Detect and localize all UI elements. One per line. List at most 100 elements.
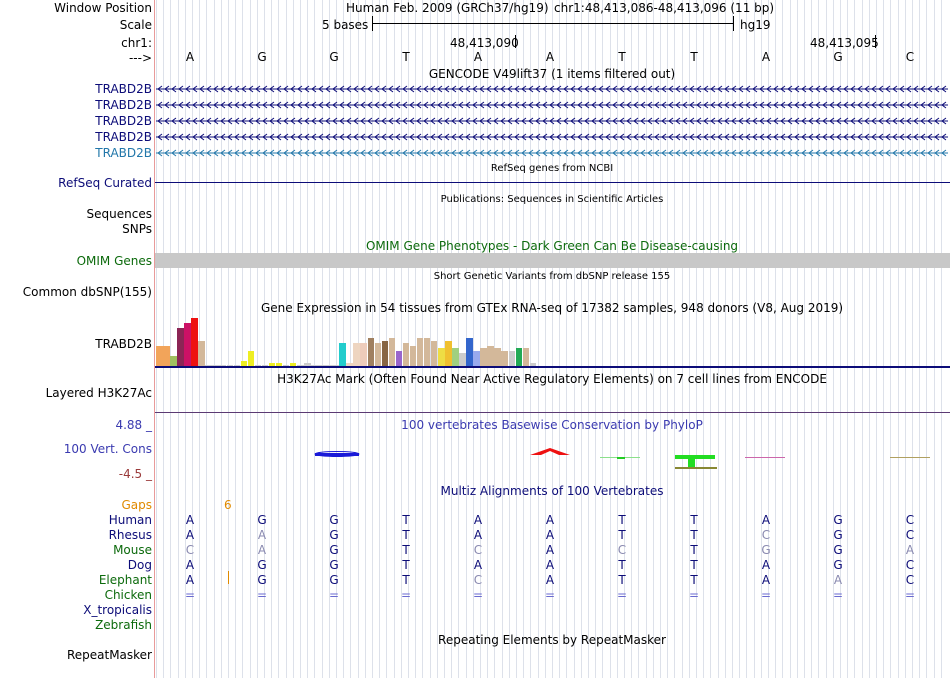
refseq-label[interactable]: RefSeq Curated <box>58 176 152 190</box>
dbsnp-label[interactable]: Common dbSNP(155) <box>22 285 152 299</box>
gencode-gene-label[interactable]: TRABD2B <box>95 130 152 144</box>
omim-track-title[interactable]: OMIM Gene Phenotypes - Dark Green Can Be… <box>365 239 739 253</box>
gaps-label[interactable]: Gaps <box>121 498 152 512</box>
species-label[interactable]: Elephant <box>98 573 152 587</box>
gencode-track-title[interactable]: GENCODE V49lift37 (1 items filtered out) <box>428 67 676 81</box>
gtex-tissue-bar[interactable] <box>282 365 290 366</box>
gtex-tissue-bar[interactable] <box>191 318 198 366</box>
refseq-track-title[interactable]: RefSeq genes from NCBI <box>490 163 614 174</box>
sequences-label[interactable]: Sequences <box>86 207 152 221</box>
h3k27ac-track-title[interactable]: H3K27Ac Mark (Often Found Near Active Re… <box>277 372 827 386</box>
gtex-tissue-bar[interactable] <box>367 338 374 366</box>
gtex-tissue-bar[interactable] <box>275 363 283 366</box>
gtex-tissue-bar[interactable] <box>473 351 480 366</box>
gtex-tissue-bar[interactable] <box>452 348 459 366</box>
phylop-plot[interactable] <box>155 440 950 475</box>
omim-label[interactable]: OMIM Genes <box>76 254 152 268</box>
gtex-tissue-bar[interactable] <box>416 338 424 366</box>
gtex-tissue-bar[interactable] <box>156 346 163 366</box>
alignment-base: G <box>329 558 339 572</box>
repeatmasker-track-title[interactable]: Repeating Elements by RepeatMasker <box>438 633 666 647</box>
gtex-bar-chart[interactable] <box>156 314 556 366</box>
gtex-tissue-bar[interactable] <box>508 351 515 366</box>
gtex-tissue-bar[interactable] <box>170 356 177 366</box>
gtex-tissue-bar[interactable] <box>297 365 304 366</box>
gencode-gene-label[interactable]: TRABD2B <box>95 146 152 160</box>
gencode-gene-line[interactable] <box>156 147 948 159</box>
gencode-gene-line[interactable] <box>156 99 948 111</box>
species-label[interactable]: X_tropicalis <box>83 603 152 617</box>
species-label[interactable]: Rhesus <box>108 528 152 542</box>
gtex-tissue-bar[interactable] <box>409 346 417 366</box>
gtex-tissue-bar[interactable] <box>184 323 191 366</box>
phylop-label[interactable]: 100 Vert. Cons <box>63 442 152 456</box>
gtex-tissue-bar[interactable] <box>198 341 205 366</box>
species-label[interactable]: Mouse <box>113 543 152 557</box>
grid-line <box>552 0 553 678</box>
omim-gene-block[interactable] <box>155 253 950 268</box>
gtex-tissue-bar[interactable] <box>261 365 269 366</box>
species-label[interactable]: Human <box>108 513 152 527</box>
gencode-gene-label[interactable]: TRABD2B <box>95 82 152 96</box>
gtex-tissue-bar[interactable] <box>247 351 255 366</box>
gtex-tissue-bar[interactable] <box>304 363 311 366</box>
gtex-label[interactable]: TRABD2B <box>95 337 152 351</box>
gtex-tissue-bar[interactable] <box>381 341 389 366</box>
gtex-tissue-bar[interactable] <box>438 348 445 366</box>
gencode-gene-line[interactable] <box>156 115 948 127</box>
gtex-tissue-bar[interactable] <box>388 338 396 366</box>
gtex-tissue-bar[interactable] <box>374 343 382 366</box>
phylop-track-title[interactable]: 100 vertebrates Basewise Conservation by… <box>401 418 703 432</box>
gencode-gene-line[interactable] <box>156 83 948 95</box>
gtex-tissue-bar[interactable] <box>445 341 452 366</box>
gtex-tissue-bar[interactable] <box>494 348 501 366</box>
gencode-gene-line[interactable] <box>156 131 948 143</box>
gtex-tissue-bar[interactable] <box>311 365 318 366</box>
snps-label[interactable]: SNPs <box>122 222 152 236</box>
h3k27ac-label[interactable]: Layered H3K27Ac <box>45 386 152 400</box>
gtex-tissue-bar[interactable] <box>430 341 438 366</box>
gtex-tissue-bar[interactable] <box>402 343 410 366</box>
gtex-tissue-bar[interactable] <box>395 351 403 366</box>
gtex-tissue-bar[interactable] <box>522 348 530 366</box>
gtex-tissue-bar[interactable] <box>459 353 466 366</box>
gencode-gene-label[interactable]: TRABD2B <box>95 114 152 128</box>
gtex-tissue-bar[interactable] <box>487 346 494 366</box>
species-label[interactable]: Chicken <box>104 588 152 602</box>
gtex-tissue-bar[interactable] <box>423 338 431 366</box>
gencode-gene-label[interactable]: TRABD2B <box>95 98 152 112</box>
grid-line <box>163 0 165 678</box>
dbsnp-track-title[interactable]: Short Genetic Variants from dbSNP releas… <box>433 271 671 282</box>
gtex-tissue-bar[interactable] <box>346 363 353 366</box>
gtex-tissue-bar[interactable] <box>212 365 219 366</box>
gtex-tissue-bar[interactable] <box>240 361 248 366</box>
gtex-tissue-bar[interactable] <box>177 328 184 366</box>
gtex-tissue-bar[interactable] <box>325 365 332 366</box>
gtex-tissue-bar[interactable] <box>353 343 360 366</box>
gtex-track-title[interactable]: Gene Expression in 54 tissues from GTEx … <box>260 301 844 315</box>
gtex-tissue-bar[interactable] <box>163 346 170 366</box>
gtex-tissue-bar[interactable] <box>219 365 226 366</box>
gtex-tissue-bar[interactable] <box>466 338 473 366</box>
multiz-track-title[interactable]: Multiz Alignments of 100 Vertebrates <box>440 484 664 498</box>
gtex-tissue-bar[interactable] <box>515 348 523 366</box>
gtex-tissue-bar[interactable] <box>360 343 367 366</box>
gtex-tissue-bar[interactable] <box>501 351 508 366</box>
gtex-tissue-bar[interactable] <box>268 363 276 366</box>
publications-track-title[interactable]: Publications: Sequences in Scientific Ar… <box>440 194 664 205</box>
gtex-tissue-bar[interactable] <box>226 365 233 366</box>
gtex-tissue-bar[interactable] <box>318 365 325 366</box>
gtex-tissue-bar[interactable] <box>254 365 262 366</box>
gtex-tissue-bar[interactable] <box>233 365 241 366</box>
species-label[interactable]: Zebrafish <box>95 618 152 632</box>
refseq-gene-line[interactable] <box>155 182 950 183</box>
gtex-tissue-bar[interactable] <box>529 363 537 366</box>
alignment-base: A <box>545 558 555 572</box>
gtex-tissue-bar[interactable] <box>205 365 212 366</box>
gtex-tissue-bar[interactable] <box>289 363 297 366</box>
repeatmasker-label[interactable]: RepeatMasker <box>66 648 152 662</box>
gtex-tissue-bar[interactable] <box>480 348 487 366</box>
gtex-tissue-bar[interactable] <box>332 365 339 366</box>
species-label[interactable]: Dog <box>127 558 152 572</box>
gtex-tissue-bar[interactable] <box>339 343 346 366</box>
